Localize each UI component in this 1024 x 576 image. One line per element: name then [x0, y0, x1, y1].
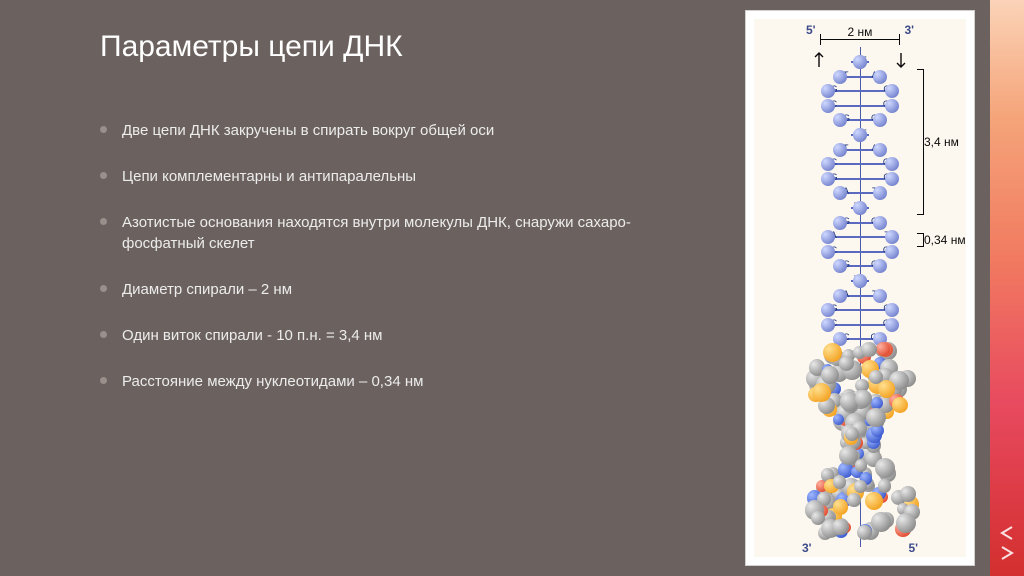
- atom-sphere: [896, 513, 916, 533]
- atom-sphere: [855, 459, 867, 471]
- helix-ribbon-diagram: ATTAGCCGGCATTACGGCATTAGCATCGGCTAATGCCGCG: [754, 47, 966, 347]
- backbone-bead: [833, 113, 847, 127]
- backbone-bead: [885, 84, 899, 98]
- backbone-bead: [821, 172, 835, 186]
- backbone-bead: [873, 143, 887, 157]
- backbone-bead: [873, 216, 887, 230]
- dna-figure: 5' 3' 2 нм ATTAGCCGGCATTACGGCATTAGCATCGG…: [745, 10, 975, 566]
- text-panel: Параметры цепи ДНК Две цепи ДНК закручен…: [0, 0, 740, 576]
- backbone-bead: [821, 245, 835, 259]
- bullet-list: Две цепи ДНК закручены в спирать вокруг …: [100, 120, 696, 392]
- atom-sphere: [839, 356, 854, 371]
- backbone-bead: [885, 318, 899, 332]
- bullet-item: Азотистые основания находятся внутри мол…: [100, 212, 696, 256]
- diameter-dimension: 2 нм: [820, 25, 900, 39]
- bullet-item: Цепи комплементарны и антипаралельны: [100, 166, 696, 188]
- base-pair-rung: CG: [828, 163, 893, 165]
- atom-sphere: [866, 408, 885, 427]
- strand-direction-arrow: [810, 51, 828, 69]
- diameter-label: 2 нм: [848, 25, 873, 39]
- rise-brace: [914, 233, 924, 247]
- backbone-bead: [821, 157, 835, 171]
- bullet-item: Один виток спирали - 10 п.н. = 3,4 нм: [100, 325, 696, 347]
- backbone-bead: [873, 186, 887, 200]
- atom-sphere: [869, 370, 883, 384]
- atom-sphere: [865, 492, 884, 511]
- backbone-bead: [885, 157, 899, 171]
- atom-sphere: [875, 458, 895, 478]
- atom-sphere: [900, 486, 916, 502]
- base-pair-rung: CG: [828, 324, 893, 326]
- base-pair-rung: CG: [828, 105, 893, 107]
- bullet-item: Две цепи ДНК закручены в спирать вокруг …: [100, 120, 696, 142]
- pitch-brace: [914, 69, 924, 215]
- backbone-bead: [821, 84, 835, 98]
- backbone-bead: [833, 186, 847, 200]
- atom-sphere: [878, 479, 892, 493]
- backbone-bead: [885, 230, 899, 244]
- backbone-bead: [873, 70, 887, 84]
- backbone-bead: [833, 143, 847, 157]
- strand-label-3p-bottom: 3': [802, 541, 812, 555]
- backbone-bead: [821, 99, 835, 113]
- atom-sphere: [876, 342, 890, 356]
- atom-sphere: [833, 499, 849, 515]
- bullet-item: Расстояние между нуклеотидами – 0,34 нм: [100, 371, 696, 393]
- atom-sphere: [861, 342, 876, 357]
- backbone-bead: [885, 245, 899, 259]
- backbone-bead: [873, 259, 887, 273]
- backbone-bead: [853, 128, 867, 142]
- backbone-bead: [833, 289, 847, 303]
- base-pair-rung: GC: [828, 309, 893, 311]
- backbone-bead: [821, 303, 835, 317]
- backbone-bead: [873, 289, 887, 303]
- nav-prev-icon[interactable]: [994, 524, 1020, 542]
- bullet-item: Диаметр спирали – 2 нм: [100, 279, 696, 301]
- rise-label: 0,34 нм: [924, 233, 966, 247]
- atom-sphere: [871, 397, 883, 409]
- slide-nav: [994, 524, 1020, 562]
- slide-title: Параметры цепи ДНК: [100, 30, 696, 64]
- backbone-bead: [853, 274, 867, 288]
- pitch-label: 3,4 нм: [924, 135, 959, 149]
- base-pair-rung: GC: [828, 178, 893, 180]
- backbone-bead: [885, 172, 899, 186]
- backbone-bead: [821, 230, 835, 244]
- backbone-bead: [853, 201, 867, 215]
- backbone-bead: [833, 70, 847, 84]
- backbone-bead: [873, 113, 887, 127]
- base-pair-rung: AT: [828, 236, 893, 238]
- accent-stripe: [990, 0, 1024, 576]
- atom-sphere: [855, 390, 872, 407]
- dna-figure-inner: 5' 3' 2 нм ATTAGCCGGCATTACGGCATTAGCATCGG…: [754, 19, 966, 557]
- atom-sphere: [892, 397, 908, 413]
- base-pair-rung: CG: [828, 251, 893, 253]
- strand-label-5p-top: 5': [806, 23, 816, 37]
- atom-sphere: [821, 366, 839, 384]
- backbone-bead: [821, 318, 835, 332]
- spacefill-model: [754, 349, 966, 537]
- strand-label-5p-bottom: 5': [908, 541, 918, 555]
- base-pair-rung: GC: [828, 90, 893, 92]
- backbone-bead: [833, 216, 847, 230]
- atom-sphere: [871, 512, 890, 531]
- atom-sphere: [839, 446, 858, 465]
- backbone-bead: [833, 259, 847, 273]
- backbone-bead: [885, 303, 899, 317]
- nav-next-icon[interactable]: [994, 544, 1020, 562]
- atom-sphere: [847, 493, 860, 506]
- backbone-bead: [853, 55, 867, 69]
- strand-label-3p-top: 3': [904, 23, 914, 37]
- backbone-bead: [885, 99, 899, 113]
- strand-direction-arrow: [892, 51, 910, 69]
